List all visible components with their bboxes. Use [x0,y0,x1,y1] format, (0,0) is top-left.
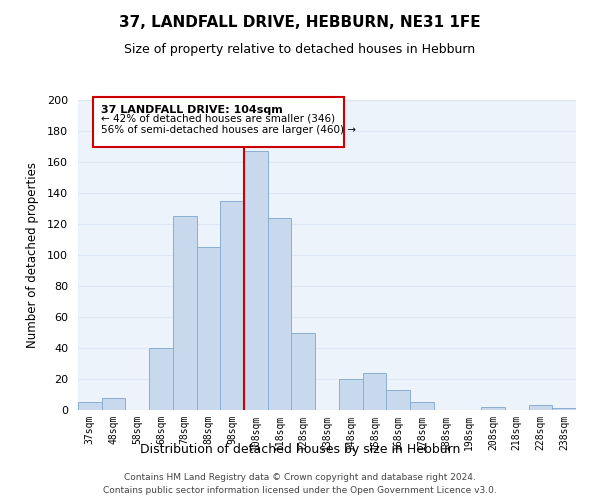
Text: Contains HM Land Registry data © Crown copyright and database right 2024.: Contains HM Land Registry data © Crown c… [124,472,476,482]
Text: 37 LANDFALL DRIVE: 104sqm: 37 LANDFALL DRIVE: 104sqm [101,104,282,115]
Bar [362,373,386,410]
Bar [78,402,102,410]
Bar [552,408,576,410]
Bar [410,402,434,410]
Bar [149,348,173,410]
Bar [102,398,125,410]
Bar [197,247,220,410]
Bar [386,390,410,410]
Bar [173,216,197,410]
Bar [529,406,552,410]
Text: Size of property relative to detached houses in Hebburn: Size of property relative to detached ho… [124,42,476,56]
Bar [339,379,362,410]
Bar [292,332,315,410]
Text: ← 42% of detached houses are smaller (346): ← 42% of detached houses are smaller (34… [101,114,335,124]
Y-axis label: Number of detached properties: Number of detached properties [26,162,39,348]
Text: Distribution of detached houses by size in Hebburn: Distribution of detached houses by size … [140,442,460,456]
Bar [481,407,505,410]
Text: 56% of semi-detached houses are larger (460) →: 56% of semi-detached houses are larger (… [101,125,356,135]
Bar [268,218,292,410]
Text: Contains public sector information licensed under the Open Government Licence v3: Contains public sector information licen… [103,486,497,495]
Bar [220,200,244,410]
Text: 37, LANDFALL DRIVE, HEBBURN, NE31 1FE: 37, LANDFALL DRIVE, HEBBURN, NE31 1FE [119,15,481,30]
Bar [244,151,268,410]
FancyBboxPatch shape [94,97,344,146]
